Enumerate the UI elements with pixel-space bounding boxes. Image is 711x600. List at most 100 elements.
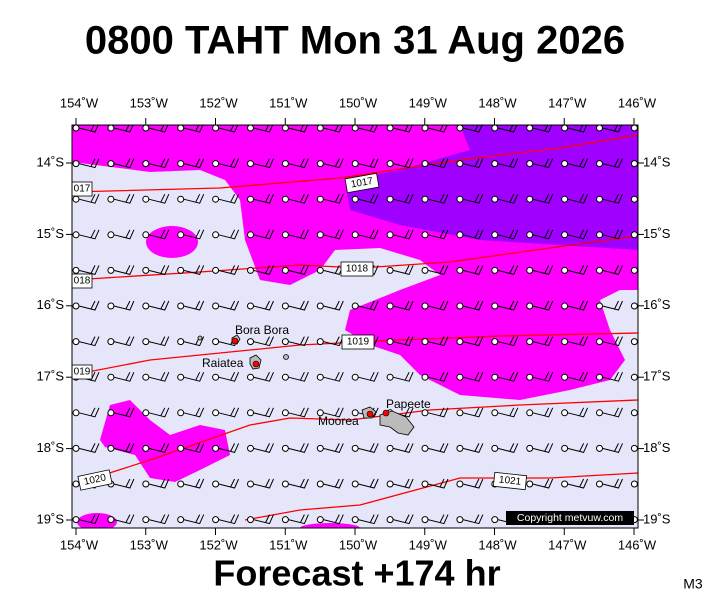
isobar-label: 018 (72, 273, 93, 289)
barb (427, 443, 449, 453)
isobar-label: 1017 (344, 172, 380, 194)
station (561, 338, 569, 346)
station (316, 338, 324, 346)
title: 0800 TAHT Mon 31 Aug 2026 (85, 19, 625, 63)
barb (218, 478, 240, 489)
isobar-label-text: 1020 (83, 472, 107, 487)
station (526, 373, 534, 381)
barb (392, 336, 414, 347)
barb (392, 229, 414, 240)
y-tick-label: 16˚S (643, 297, 671, 312)
station (247, 160, 254, 168)
station (107, 373, 115, 381)
x-tick-label: 147˚W (548, 537, 587, 552)
station (177, 444, 185, 452)
barb (392, 265, 414, 275)
barb (78, 407, 100, 418)
barb (288, 443, 309, 453)
station (72, 302, 80, 310)
barb (323, 514, 344, 525)
y-tick-label: 18˚S (643, 440, 671, 455)
barb (288, 265, 309, 275)
barb (148, 478, 170, 489)
station (421, 160, 429, 168)
station (142, 302, 150, 310)
barb (532, 336, 554, 347)
footer: Forecast +174 hr (213, 553, 500, 594)
station (421, 302, 429, 310)
barb (113, 478, 135, 489)
station (491, 195, 499, 203)
barb (218, 407, 240, 418)
barb (288, 371, 309, 382)
barb (427, 125, 448, 133)
island (283, 354, 289, 360)
station (281, 516, 289, 524)
station (386, 516, 394, 524)
barb (148, 125, 169, 133)
y-tick-label: 19˚S (37, 511, 65, 526)
station (212, 195, 220, 203)
barb (288, 125, 309, 133)
barb (497, 300, 519, 311)
station (247, 444, 254, 452)
barb (218, 229, 240, 240)
barb (288, 193, 309, 204)
station (107, 338, 115, 346)
station (386, 338, 394, 346)
station (456, 373, 464, 381)
barb (358, 229, 379, 240)
station (630, 302, 638, 310)
station (212, 125, 220, 132)
station (177, 409, 185, 417)
station (142, 373, 150, 381)
barb (427, 478, 449, 489)
station (596, 231, 603, 239)
station (526, 338, 534, 346)
station (596, 373, 603, 381)
barb (288, 300, 309, 311)
y-tick-label: 15˚S (37, 226, 65, 241)
station (142, 231, 150, 239)
station (72, 409, 80, 417)
station (456, 409, 464, 417)
barb (148, 407, 170, 418)
barb (323, 125, 343, 133)
station (526, 125, 534, 132)
station (316, 231, 324, 239)
station (177, 231, 185, 239)
x-tick-label: 150˚W (339, 537, 378, 552)
barb (78, 443, 100, 453)
station (386, 195, 394, 203)
copyright: Copyright metvuw.com (517, 512, 623, 524)
barb (113, 514, 135, 525)
station (212, 266, 220, 274)
station (177, 266, 185, 274)
island (197, 335, 203, 341)
isobar-label: 019 (72, 364, 93, 380)
station (72, 195, 80, 203)
barb (392, 514, 414, 525)
station (526, 160, 534, 168)
barb (113, 265, 135, 275)
isobar-label: 1019 (341, 334, 375, 350)
barb (497, 371, 519, 382)
barb (253, 371, 274, 382)
station (386, 266, 394, 274)
barb (218, 300, 240, 311)
barb (567, 336, 589, 347)
station (212, 373, 220, 381)
barb (148, 443, 170, 453)
barb (113, 336, 135, 347)
station (72, 338, 80, 346)
station (212, 480, 220, 488)
label-box (72, 364, 93, 380)
barb (497, 265, 519, 275)
station (526, 231, 534, 239)
station (247, 125, 254, 132)
barb (427, 371, 449, 382)
station (72, 516, 80, 524)
station (72, 125, 80, 132)
barb (462, 407, 484, 418)
station (630, 338, 638, 346)
